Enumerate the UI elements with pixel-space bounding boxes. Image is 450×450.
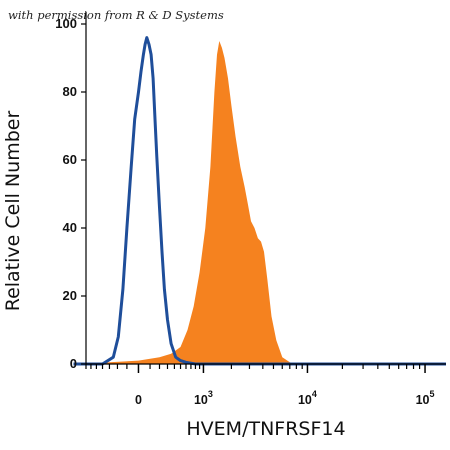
x-tick-label: 0: [135, 393, 142, 407]
y-tick-label: 0: [70, 356, 77, 371]
x-tick-label: 103: [194, 389, 213, 407]
x-tick-label: 104: [298, 389, 317, 407]
watermark-text: with permission from R & D Systems: [8, 8, 224, 22]
x-axis-label: HVEM/TNFRSF14: [186, 418, 346, 440]
histogram-outline-series: [73, 36, 446, 366]
y-axis-label: Relative Cell Number: [2, 110, 24, 312]
x-tick-label: 105: [416, 389, 435, 407]
histogram-filled-series: [86, 41, 297, 364]
series-layer: [73, 36, 446, 366]
y-tick-label: 40: [63, 220, 77, 235]
y-tick-label: 60: [63, 152, 77, 167]
y-tick-label: 20: [63, 288, 77, 303]
y-tick-label: 100: [55, 16, 77, 31]
y-tick-label: 80: [63, 84, 77, 99]
axes-layer: 0 20 40 60 80 100 0 103 104 105: [55, 12, 446, 407]
